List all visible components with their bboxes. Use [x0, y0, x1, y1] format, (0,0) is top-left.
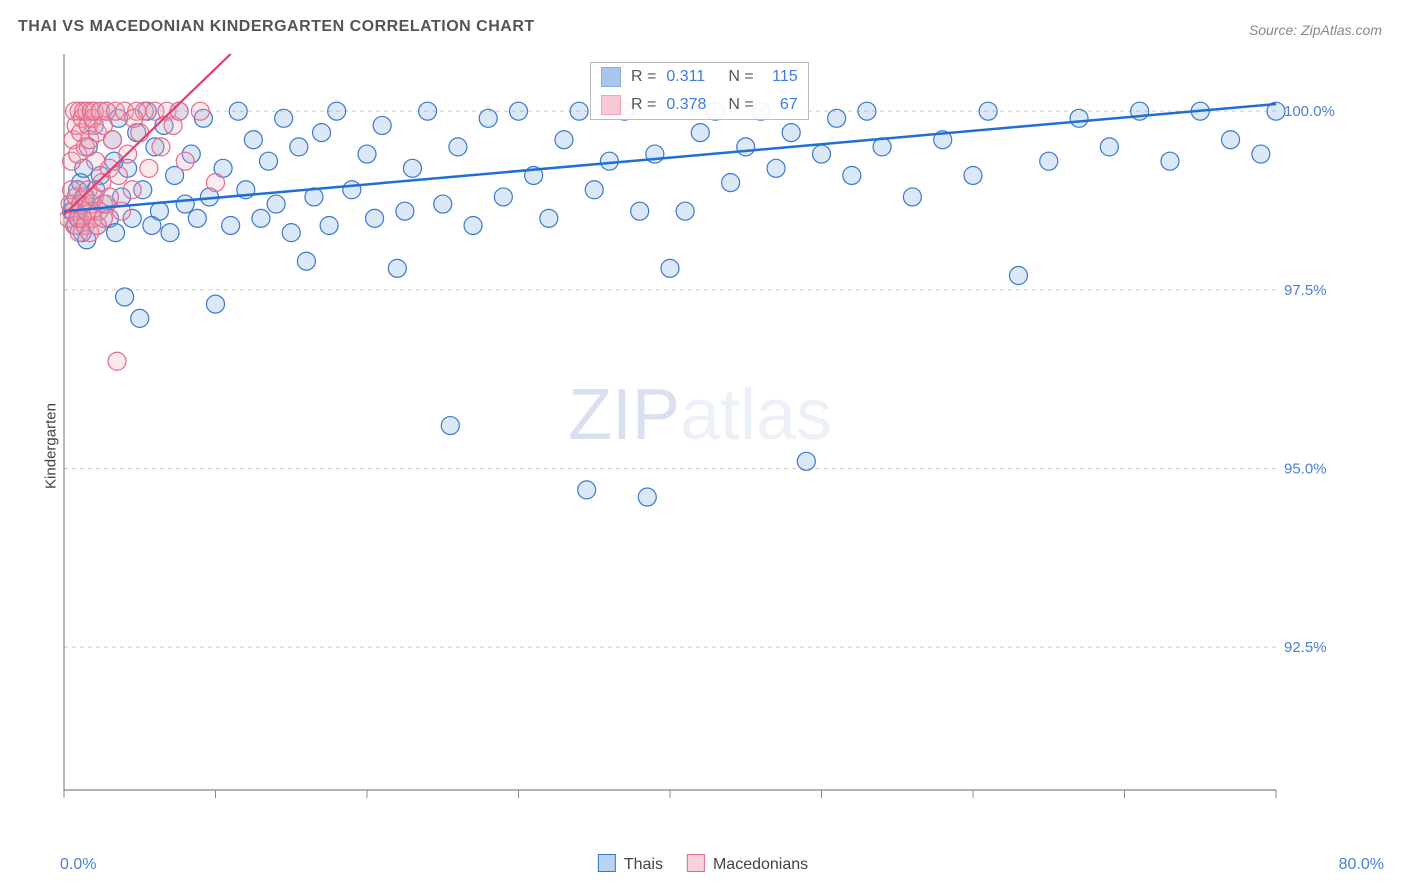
- x-axis-min-label: 0.0%: [60, 856, 96, 874]
- legend-label: Thais: [624, 856, 663, 873]
- legend-swatch: [598, 854, 616, 872]
- stats-legend-box: R = 0.311 N = 115 R = 0.378 N = 67: [590, 62, 809, 120]
- svg-text:95.0%: 95.0%: [1284, 460, 1327, 477]
- stats-n-value: 67: [764, 96, 798, 114]
- stats-n-value: 115: [764, 68, 798, 86]
- footer-legend: Thais Macedonians: [598, 854, 808, 874]
- stats-row: R = 0.378 N = 67: [591, 91, 808, 119]
- watermark: ZIPatlas: [568, 374, 832, 456]
- stats-row: R = 0.311 N = 115: [591, 63, 808, 91]
- stats-r-value: 0.378: [666, 96, 718, 114]
- stats-n-label: N =: [728, 96, 753, 114]
- svg-text:92.5%: 92.5%: [1284, 639, 1327, 656]
- chart-title: THAI VS MACEDONIAN KINDERGARTEN CORRELAT…: [18, 18, 535, 36]
- stats-swatch: [601, 67, 621, 87]
- stats-swatch: [601, 95, 621, 115]
- legend-item: Macedonians: [687, 854, 808, 874]
- scatter-plot: 92.5% 95.0% 97.5% 100.0% ZIPatlas R = 0.311 N…: [60, 50, 1340, 810]
- y-axis-label: Kindergarten: [42, 403, 59, 489]
- legend-swatch: [687, 854, 705, 872]
- legend-label: Macedonians: [713, 856, 808, 873]
- watermark-bold: ZIP: [568, 375, 680, 455]
- x-axis-max-label: 80.0%: [1339, 856, 1384, 874]
- watermark-rest: atlas: [680, 375, 832, 455]
- stats-r-label: R =: [631, 68, 656, 86]
- stats-r-label: R =: [631, 96, 656, 114]
- svg-text:100.0%: 100.0%: [1284, 103, 1335, 120]
- legend-item: Thais: [598, 854, 663, 874]
- stats-r-value: 0.311: [666, 68, 718, 86]
- svg-text:97.5%: 97.5%: [1284, 282, 1327, 299]
- source-credit: Source: ZipAtlas.com: [1249, 22, 1382, 38]
- stats-n-label: N =: [728, 68, 753, 86]
